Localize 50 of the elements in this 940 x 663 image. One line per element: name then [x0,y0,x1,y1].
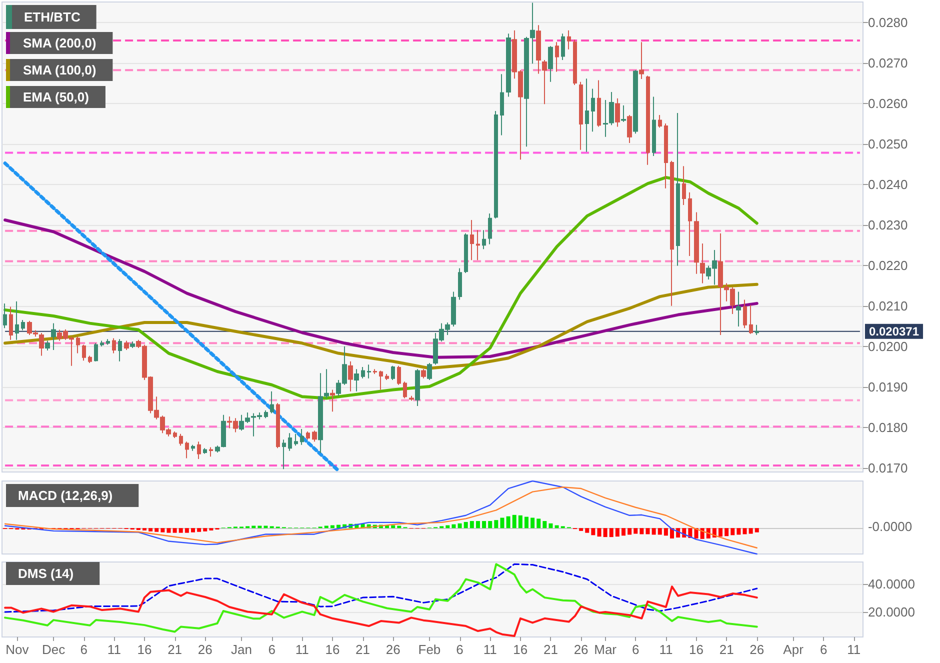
x-tick-label: 21 [168,642,182,657]
legend-label: SMA (200,0) [23,36,96,50]
y-tick-label: 20.0000 [868,604,915,620]
x-tick-label: Feb [418,642,441,657]
y-tick-label: 0.0190 [868,379,908,394]
y-tick-label: 0.0260 [868,96,908,111]
x-tick-label: 21 [544,642,558,657]
x-tick-label: Nov [6,642,30,657]
x-tick-label: 26 [750,642,764,657]
x-tick-label: Dec [42,642,66,657]
y-tick-label: 0.0170 [868,460,908,476]
y-tick-label: 40.0000 [868,576,915,592]
x-tick-label: 21 [356,642,370,657]
y-tick-label: 0.0180 [868,420,908,435]
y-tick-label: 0.0220 [868,258,908,273]
legend-label: ETH/BTC [24,10,81,24]
x-tick-label: 6 [268,642,276,657]
x-tick-label: 11 [295,642,309,657]
chart-title: DMS (14) [18,566,74,581]
x-tick-label: Jan [231,642,252,657]
x-tick-label: 11 [847,642,861,657]
y-tick-label: 0.0230 [868,217,908,232]
y-tick-label: 0.0210 [868,298,908,314]
x-tick-label: Apr [783,642,804,657]
x-tick-label: 6 [456,642,464,657]
x-tick-label: 6 [632,642,640,657]
x-tick-label: 26 [198,642,212,657]
x-tick-label: Mar [594,642,618,657]
x-tick-label: 6 [820,642,828,657]
x-tick-label: 11 [659,642,673,657]
x-tick-label: 16 [689,642,704,657]
text: -0.0000 [868,519,912,534]
y-tick-label: 0.0240 [868,176,908,192]
text: MACD (12,26,9) [18,488,113,503]
y-tick-label: 0.0270 [868,55,908,70]
x-tick-label: 16 [137,642,152,657]
ref-line-label: 0.020371 [868,324,920,338]
y-tick-label: 0.0280 [868,14,908,30]
legend-label: SMA (100,0) [23,62,96,78]
x-tick-label: 11 [107,642,121,657]
x-tick-label: 6 [80,642,88,657]
x-tick-label: 26 [574,642,588,657]
x-tick-label: 26 [386,642,400,657]
x-tick-label: 11 [483,642,497,657]
x-tick-label: 16 [325,642,340,657]
x-tick-label: 16 [513,642,528,657]
legend-label: EMA (50,0) [23,90,89,104]
y-tick-label: 0.0200 [868,338,908,354]
y-tick-label: 0.0250 [868,136,908,152]
x-tick-label: 21 [719,642,734,657]
